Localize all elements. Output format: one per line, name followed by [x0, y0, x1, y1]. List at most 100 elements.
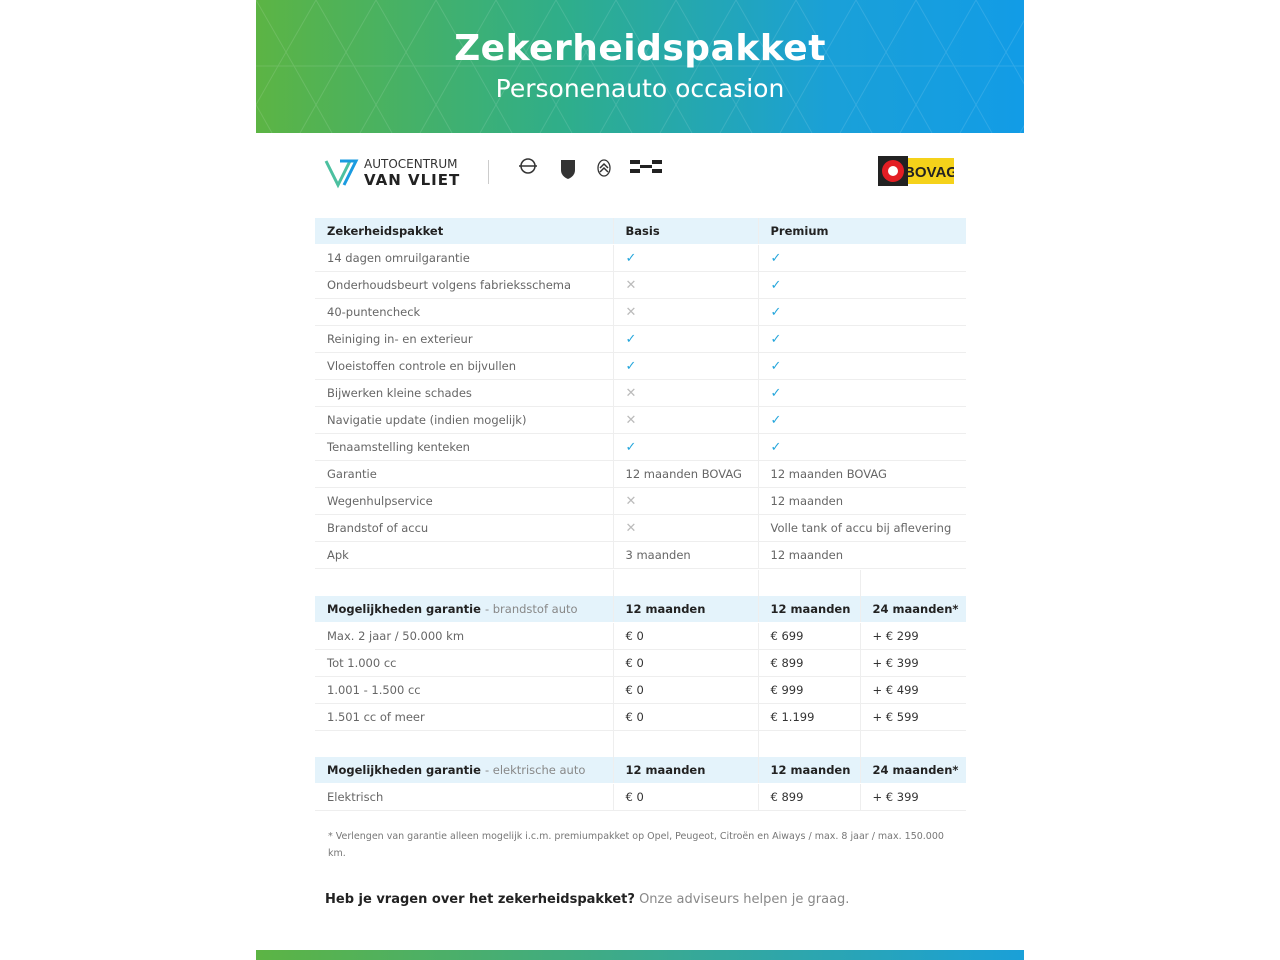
bottom-bar	[256, 950, 1024, 960]
basis-cell: ✕	[613, 406, 759, 434]
v-logo-icon	[324, 159, 359, 189]
check-icon: ✓	[770, 277, 782, 293]
price-cell: + € 399	[860, 649, 966, 677]
price-cell: € 0	[613, 622, 759, 650]
feature-label: Reiniging in- en exterieur	[315, 325, 614, 353]
table-row: Tot 1.000 cc € 0 € 899 + € 399	[315, 649, 966, 677]
table-row: 1.001 - 1.500 cc € 0 € 999 + € 499	[315, 676, 966, 704]
contact-question: Heb je vragen over het zekerheidspakket?…	[325, 892, 849, 907]
premium-cell: ✓	[758, 271, 966, 299]
check-icon: ✓	[770, 412, 782, 428]
section-title-bold: Mogelijkheden garantie	[327, 602, 481, 616]
premium-cell: 12 maanden BOVAG	[758, 460, 966, 488]
check-icon: ✓	[770, 304, 782, 320]
feature-label: 14 dagen omruilgarantie	[315, 244, 614, 272]
column-header: 24 maanden*	[860, 757, 966, 784]
column-header: Basis	[613, 218, 759, 245]
row-label: Max. 2 jaar / 50.000 km	[315, 622, 614, 650]
column-header: 12 maanden	[758, 757, 861, 784]
spacer-row	[315, 730, 966, 758]
peugeot-logo	[554, 158, 582, 186]
feature-label: Apk	[315, 541, 614, 569]
svg-text:BOVAG: BOVAG	[904, 164, 954, 181]
table-row: 14 dagen omruilgarantie ✓ ✓	[315, 244, 966, 272]
peugeot-shield-icon	[561, 160, 575, 179]
question-bold: Heb je vragen over het zekerheidspakket?	[325, 892, 635, 907]
empty-cell	[860, 570, 966, 596]
table-row: Reiniging in- en exterieur ✓ ✓	[315, 325, 966, 353]
package-comparison-table: Zekerheidspakket Basis Premium 14 dagen omr…	[315, 218, 966, 569]
premium-cell: ✓	[758, 433, 966, 461]
logo-bar: AUTOCENTRUM VAN VLIET BOVAG	[256, 150, 1024, 195]
basis-cell: ✓	[613, 244, 759, 272]
check-icon: ✓	[770, 331, 782, 347]
price-cell: € 0	[613, 783, 759, 811]
opel-icon	[519, 158, 537, 174]
page-subtitle: Personenauto occasion	[495, 74, 785, 103]
feature-label: Wegenhulpservice	[315, 487, 614, 515]
price-cell: € 899	[758, 783, 861, 811]
cross-icon: ✕	[625, 385, 637, 401]
feature-label: 40-puntencheck	[315, 298, 614, 326]
bovag-logo: BOVAG	[878, 156, 958, 186]
check-icon: ✓	[770, 358, 782, 374]
basis-cell: ✕	[613, 379, 759, 407]
check-icon: ✓	[770, 385, 782, 401]
column-header: 12 maanden	[758, 596, 861, 623]
check-icon: ✓	[770, 439, 782, 455]
dealer-name-line1: AUTOCENTRUM	[364, 157, 458, 171]
cross-icon: ✕	[625, 277, 637, 293]
basis-cell: ✕	[613, 487, 759, 515]
opel-logo	[514, 158, 542, 186]
spacer-row	[315, 570, 966, 596]
dealer-name-line2: VAN VLIET	[364, 171, 461, 189]
row-label: Elektrisch	[315, 783, 614, 811]
cross-icon: ✕	[625, 412, 637, 428]
bovag-icon: BOVAG	[878, 156, 958, 186]
table-row: Wegenhulpservice ✕ 12 maanden	[315, 487, 966, 515]
check-icon: ✓	[770, 250, 782, 266]
price-cell: € 0	[613, 649, 759, 677]
feature-label: Vloeistoffen controle en bijvullen	[315, 352, 614, 380]
table-row: Bijwerken kleine schades ✕ ✓	[315, 379, 966, 407]
footnote: * Verlengen van garantie alleen mogelijk…	[328, 831, 944, 859]
column-header: Zekerheidspakket	[315, 218, 614, 245]
premium-cell: ✓	[758, 352, 966, 380]
section-title-bold: Mogelijkheden garantie	[327, 763, 481, 777]
feature-label: Navigatie update (indien mogelijk)	[315, 406, 614, 434]
column-header: 12 maanden	[613, 757, 759, 784]
empty-cell	[758, 730, 861, 757]
check-icon: ✓	[625, 331, 637, 347]
check-icon: ✓	[625, 250, 637, 266]
premium-cell: Volle tank of accu bij aflevering	[758, 514, 966, 542]
price-cell: + € 599	[860, 703, 966, 731]
warranty-options-table: Mogelijkheden garantie - brandstof auto 1…	[315, 570, 966, 811]
section-subtitle: - elektrische auto	[484, 763, 586, 777]
table-row: Elektrisch € 0 € 899 + € 399	[315, 783, 966, 811]
section-subtitle: - brandstof auto	[484, 602, 578, 616]
cross-icon: ✕	[625, 520, 637, 536]
premium-cell: ✓	[758, 325, 966, 353]
premium-cell: 12 maanden	[758, 487, 966, 515]
table-row: 40-puntencheck ✕ ✓	[315, 298, 966, 326]
price-cell: € 0	[613, 703, 759, 731]
basis-cell: 12 maanden BOVAG	[613, 460, 759, 488]
row-label: 1.501 cc of meer	[315, 703, 614, 731]
basis-cell: 3 maanden	[613, 541, 759, 569]
premium-cell: ✓	[758, 379, 966, 407]
empty-cell	[860, 731, 966, 758]
table-row: 1.501 cc of meer € 0 € 1.199 + € 599	[315, 703, 966, 731]
table-row: Apk 3 maanden 12 maanden	[315, 541, 966, 569]
empty-cell	[315, 570, 614, 596]
check-icon: ✓	[625, 439, 637, 455]
premium-cell: ✓	[758, 406, 966, 434]
price-cell: + € 299	[860, 622, 966, 650]
row-label: 1.001 - 1.500 cc	[315, 676, 614, 704]
fuel-header-row: Mogelijkheden garantie - brandstof auto 1…	[315, 596, 966, 623]
triangle-pattern	[256, 0, 1024, 133]
price-cell: € 1.199	[758, 703, 861, 731]
empty-cell	[613, 730, 759, 757]
check-icon: ✓	[625, 358, 637, 374]
basis-cell: ✓	[613, 433, 759, 461]
question-rest: Onze adviseurs helpen je graag.	[639, 892, 850, 907]
